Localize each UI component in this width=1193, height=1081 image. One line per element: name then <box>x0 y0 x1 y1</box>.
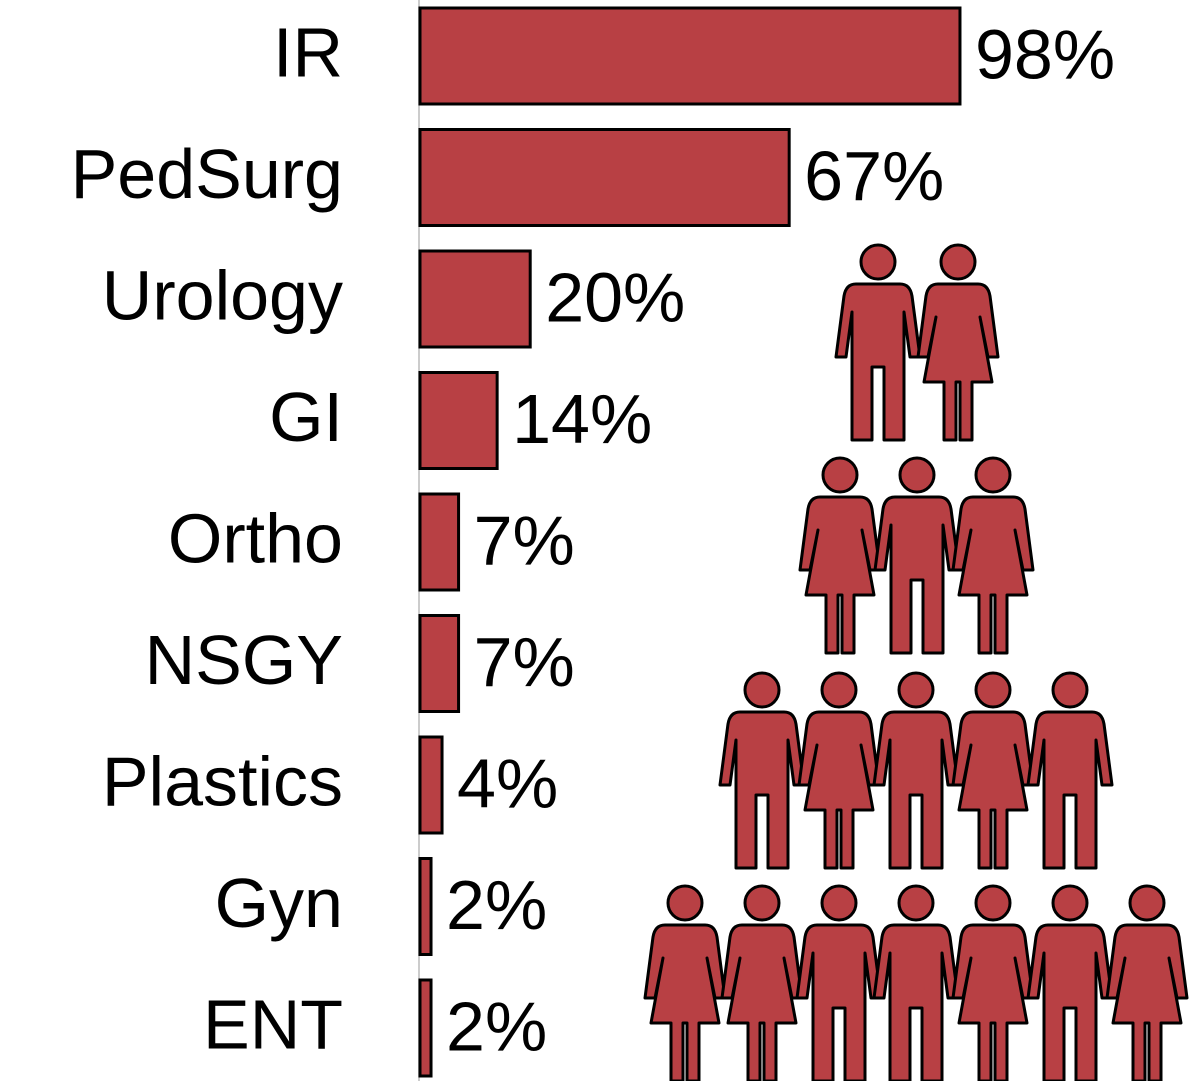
value-label: 98% <box>975 15 1115 93</box>
person-icon <box>795 884 883 1081</box>
person-icon <box>718 671 806 870</box>
person-icon <box>834 243 922 442</box>
person-icon <box>951 884 1035 1081</box>
person-icon <box>951 456 1035 655</box>
category-label: Urology <box>102 256 343 334</box>
person-icon <box>1026 884 1114 1081</box>
bar <box>418 128 791 227</box>
people-icons <box>643 243 1189 1081</box>
person-icon <box>873 456 961 655</box>
bar <box>418 857 433 956</box>
person-icon <box>643 884 727 1081</box>
bar <box>418 6 962 106</box>
value-label: 4% <box>457 744 558 822</box>
category-label: IR <box>273 13 343 91</box>
person-icon <box>720 884 804 1081</box>
category-label: Ortho <box>168 499 343 577</box>
person-icon <box>872 671 960 870</box>
person-icon <box>872 884 960 1081</box>
category-label: NSGY <box>145 621 343 699</box>
bar <box>418 978 433 1078</box>
category-label: PedSurg <box>71 135 343 213</box>
value-label: 20% <box>545 258 685 336</box>
value-label: 7% <box>474 623 575 701</box>
category-label: Gyn <box>215 864 343 942</box>
category-label: GI <box>269 378 343 456</box>
person-icon <box>1105 884 1189 1081</box>
category-label: ENT <box>203 985 343 1063</box>
person-icon <box>951 671 1035 870</box>
bar <box>418 735 444 835</box>
person-icon <box>798 456 882 655</box>
value-label: 2% <box>446 866 547 944</box>
bar <box>418 249 532 349</box>
bar <box>418 614 461 713</box>
bar <box>418 492 461 592</box>
value-label: 14% <box>512 380 652 458</box>
person-icon <box>916 243 1000 442</box>
person-icon <box>797 671 881 870</box>
category-label: Plastics <box>102 742 343 820</box>
bar <box>418 371 499 470</box>
value-label: 7% <box>474 501 575 579</box>
person-icon <box>1026 671 1114 870</box>
value-label: 2% <box>446 987 547 1065</box>
value-label: 67% <box>804 137 944 215</box>
